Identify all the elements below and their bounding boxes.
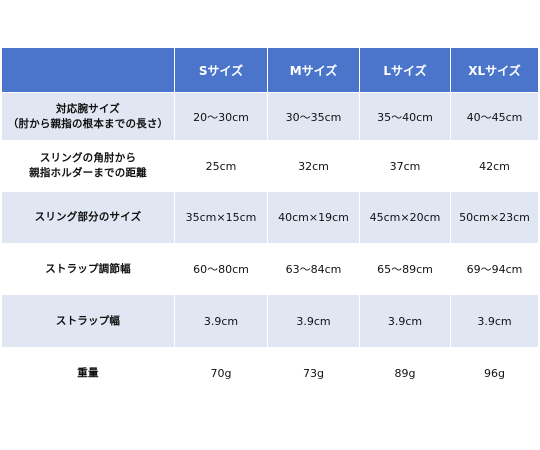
row-label-arm-size: 対応腕サイズ （肘から親指の根本までの長さ） (1, 92, 175, 141)
header-size-s: Sサイズ (174, 47, 268, 93)
table-cell: 42cm (450, 140, 539, 192)
header-corner-cell (1, 47, 175, 93)
header-size-l: Lサイズ (359, 47, 451, 93)
table-cell: 35cm×15cm (174, 191, 268, 244)
table-cell: 69～94cm (450, 243, 539, 295)
table-row-sling-size: スリング部分のサイズ 35cm×15cm 40cm×19cm 45cm×20cm… (1, 191, 539, 244)
header-size-xl: XLサイズ (450, 47, 539, 93)
table-cell: 96g (450, 347, 539, 399)
table-row-elbow-to-thumb: スリングの角肘から 親指ホルダーまでの距離 25cm 32cm 37cm 42c… (1, 140, 539, 192)
row-label-weight: 重量 (1, 347, 175, 399)
table-cell: 40cm×19cm (267, 191, 360, 244)
table-cell: 50cm×23cm (450, 191, 539, 244)
row-label-line: （肘から親指の根本までの長さ） (7, 117, 169, 130)
table-cell: 40～45cm (450, 92, 539, 141)
row-label-line: ストラップ調節幅 (45, 262, 131, 275)
table-row-arm-size: 対応腕サイズ （肘から親指の根本までの長さ） 20～30cm 30～35cm 3… (1, 92, 539, 141)
table-cell: 37cm (359, 140, 451, 192)
table-cell: 25cm (174, 140, 268, 192)
table-row-strap-adjust: ストラップ調節幅 60～80cm 63～84cm 65～89cm 69～94cm (1, 243, 539, 295)
row-label-elbow-to-thumb: スリングの角肘から 親指ホルダーまでの距離 (1, 140, 175, 192)
table-cell: 30～35cm (267, 92, 360, 141)
row-label-line: ストラップ幅 (55, 314, 121, 327)
table-cell: 3.9cm (450, 294, 539, 348)
table-cell: 73g (267, 347, 360, 399)
header-row: Sサイズ Mサイズ Lサイズ XLサイズ (1, 47, 539, 93)
table-cell: 89g (359, 347, 451, 399)
header-size-m: Mサイズ (267, 47, 360, 93)
table-cell: 32cm (267, 140, 360, 192)
size-spec-table: Sサイズ Mサイズ Lサイズ XLサイズ 対応腕サイズ （肘から親指の根本までの… (1, 47, 539, 399)
row-label-line: 親指ホルダーまでの距離 (29, 167, 147, 179)
table-row-strap-width: ストラップ幅 3.9cm 3.9cm 3.9cm 3.9cm (1, 294, 539, 348)
table-cell: 70g (174, 347, 268, 399)
row-label-line: スリングの角肘から (39, 152, 137, 164)
table-cell: 65～89cm (359, 243, 451, 295)
table-row-weight: 重量 70g 73g 89g 96g (1, 347, 539, 399)
row-label-line: スリング部分のサイズ (34, 211, 142, 223)
row-label-sling-size: スリング部分のサイズ (1, 191, 175, 244)
table-cell: 3.9cm (174, 294, 268, 348)
table-cell: 60～80cm (174, 243, 268, 295)
table-cell: 3.9cm (359, 294, 451, 348)
table-cell: 20～30cm (174, 92, 268, 141)
table-cell: 3.9cm (267, 294, 360, 348)
row-label-line: 重量 (77, 366, 99, 379)
table-cell: 45cm×20cm (359, 191, 451, 244)
row-label-strap-width: ストラップ幅 (1, 294, 175, 348)
row-label-line: 対応腕サイズ (56, 102, 120, 115)
table-cell: 63～84cm (267, 243, 360, 295)
table-cell: 35～40cm (359, 92, 451, 141)
row-label-strap-adjust: ストラップ調節幅 (1, 243, 175, 295)
